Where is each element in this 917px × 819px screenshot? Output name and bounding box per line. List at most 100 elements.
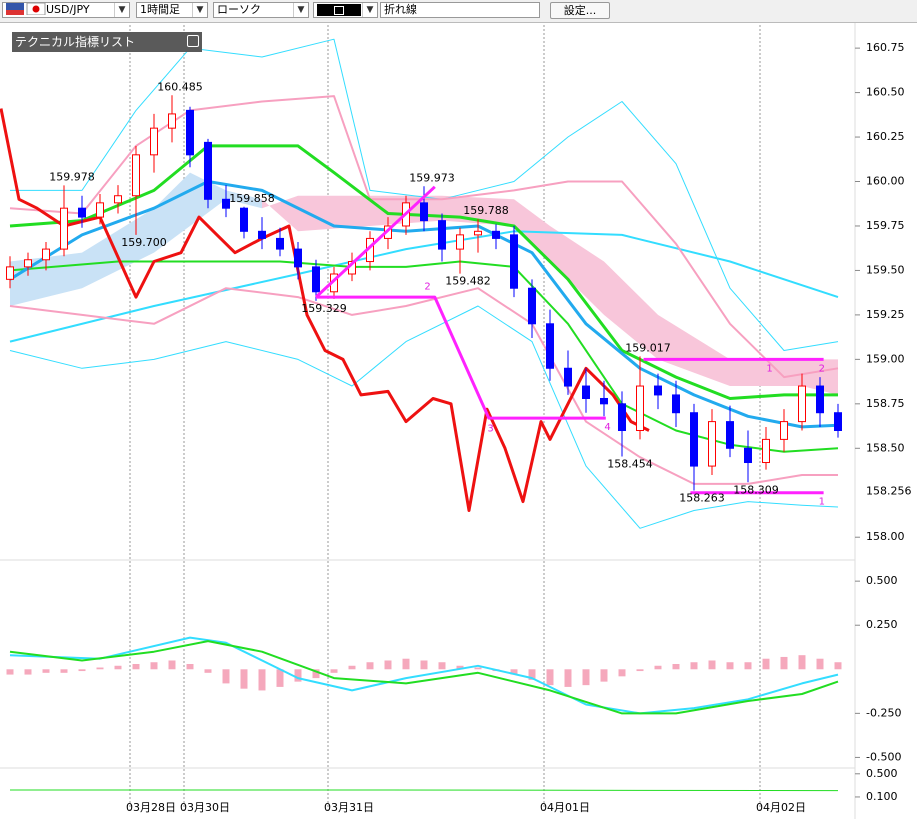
candle-body: [24, 259, 32, 268]
price-label: 159.973: [409, 171, 455, 184]
histogram-bar: [672, 664, 680, 670]
y-tick-label: 160.25: [866, 130, 905, 143]
dropdown-arrow: ▼: [192, 3, 207, 17]
candle-body: [312, 266, 320, 293]
candle-body: [654, 385, 662, 396]
price-label: 159.978: [49, 170, 95, 183]
overlay-field[interactable]: 折れ線: [380, 2, 540, 18]
candle-body: [186, 109, 194, 156]
y-tick-label: 158.00: [866, 530, 905, 543]
candle-body: [546, 323, 554, 369]
candle-body: [798, 385, 806, 423]
histogram-bar: [690, 662, 698, 670]
histogram-bar: [60, 669, 68, 673]
candle-body: [474, 230, 482, 236]
histogram-bar: [564, 669, 572, 687]
histogram-bar: [204, 669, 212, 673]
indicator-line: [9, 287, 838, 485]
candle-body: [672, 394, 680, 414]
price-label: 158.454: [607, 457, 653, 470]
histogram-bar: [42, 669, 50, 673]
wave-label: 1: [766, 363, 772, 374]
histogram-bar: [366, 662, 374, 670]
candle-body: [690, 412, 698, 467]
cloud: [298, 195, 370, 232]
candle-body: [420, 202, 428, 222]
histogram-bar: [744, 662, 752, 670]
histogram-bar: [618, 669, 626, 677]
indicator-title: テクニカル指標リスト: [15, 35, 136, 49]
price-label: 159.700: [121, 236, 167, 249]
candle-body: [762, 438, 770, 464]
candle-body: [114, 195, 122, 204]
price-label: 159.329: [301, 302, 347, 315]
x-tick-label: 03月28日: [126, 801, 176, 814]
toolbar: USD/JPY ▼ 1時間足 ▼ ローソク ▼ ▼ 折れ線 設定...: [0, 0, 917, 23]
histogram-bar: [132, 664, 140, 670]
wave-label: 2: [424, 281, 430, 292]
histogram-bar: [780, 656, 788, 670]
histogram-bar: [474, 667, 482, 670]
x-tick-label: 04月01日: [540, 801, 590, 814]
indicator-panel[interactable]: テクニカル指標リスト: [12, 32, 202, 52]
histogram-bar: [816, 658, 824, 670]
close-icon[interactable]: [187, 35, 199, 47]
y-tick-label: 159.25: [866, 308, 905, 321]
dropdown-arrow: ▼: [362, 3, 377, 17]
histogram-bar: [6, 669, 14, 675]
style-select[interactable]: ▼: [313, 2, 378, 18]
candle-body: [150, 127, 158, 156]
x-tick-label: 03月30日: [180, 801, 230, 814]
candle-body: [96, 202, 104, 218]
y-tick-label: 160.00: [866, 175, 905, 188]
candle-body: [456, 234, 464, 250]
histogram-bar: [96, 667, 104, 670]
candle-body: [492, 230, 500, 239]
settings-button[interactable]: 設定...: [550, 2, 610, 19]
histogram-bar: [456, 665, 464, 670]
candle-body: [42, 248, 50, 261]
histogram-bar: [402, 658, 410, 670]
cloud: [154, 172, 190, 253]
symbol-select[interactable]: USD/JPY ▼: [2, 2, 130, 18]
macd-line: [9, 636, 839, 715]
price-label: 160.485: [157, 80, 203, 93]
oscillator-line: [10, 789, 839, 792]
indicator-line: [9, 260, 839, 453]
candle-body: [222, 198, 230, 209]
cloud: [658, 314, 730, 387]
histogram-bar: [510, 669, 518, 675]
timeframe-select[interactable]: 1時間足 ▼: [136, 2, 208, 18]
histogram-bar: [420, 660, 428, 670]
macd-line: [9, 640, 839, 715]
candle-body: [240, 207, 248, 232]
histogram-bar: [78, 669, 86, 672]
histogram-bar: [24, 669, 32, 675]
flags: [6, 2, 46, 16]
y-tick-label: 0.500: [866, 767, 898, 780]
histogram-bar: [258, 669, 266, 691]
y-tick-label: 158.50: [866, 441, 905, 454]
histogram-bar: [546, 669, 554, 686]
wave-label: 2: [819, 363, 825, 374]
chart-type: ローソク: [217, 3, 261, 16]
wave-label: 4: [604, 422, 610, 433]
histogram-bar: [240, 669, 248, 689]
y-tick-label: 0.250: [866, 618, 898, 631]
histogram-bar: [834, 662, 842, 670]
histogram-bar: [312, 669, 320, 679]
candle-body: [834, 412, 842, 432]
trend-line: [316, 295, 606, 420]
histogram-bar: [384, 660, 392, 670]
timeframe: 1時間足: [140, 3, 180, 16]
plot-area: [0, 22, 855, 819]
cloud: [604, 261, 658, 360]
candle-body: [204, 141, 212, 200]
histogram-bar: [222, 669, 230, 684]
chart-type-select[interactable]: ローソク ▼: [213, 2, 309, 18]
candle-body: [528, 287, 536, 325]
x-tick-label: 03月31日: [324, 801, 374, 814]
histogram-bar: [726, 662, 734, 670]
histogram-bar: [276, 669, 284, 687]
